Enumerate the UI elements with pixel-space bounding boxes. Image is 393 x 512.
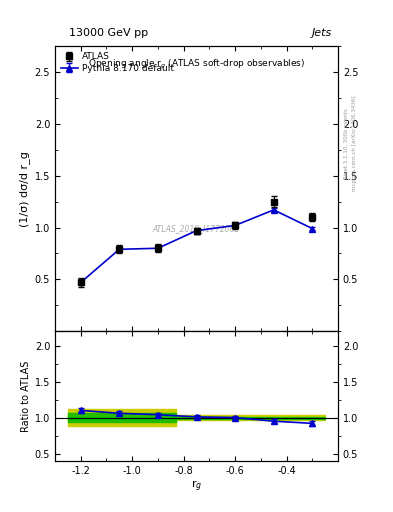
Text: Rivet 3.1.10, 300k events: Rivet 3.1.10, 300k events (344, 108, 349, 179)
Text: 13000 GeV pp: 13000 GeV pp (69, 28, 148, 38)
Legend: ATLAS, Pythia 8.170 default: ATLAS, Pythia 8.170 default (59, 51, 176, 75)
Text: ATLAS_2019_I1772062: ATLAS_2019_I1772062 (153, 224, 240, 233)
Text: Jets: Jets (312, 28, 332, 38)
X-axis label: r$_g$: r$_g$ (191, 478, 202, 494)
Text: mcplots.cern.ch [arXiv:1306.3436]: mcplots.cern.ch [arXiv:1306.3436] (352, 96, 357, 191)
Y-axis label: Ratio to ATLAS: Ratio to ATLAS (20, 360, 31, 432)
Text: Opening angle r$_g$ (ATLAS soft-drop observables): Opening angle r$_g$ (ATLAS soft-drop obs… (88, 57, 305, 71)
Y-axis label: (1/σ) dσ/d r_g: (1/σ) dσ/d r_g (20, 151, 31, 227)
